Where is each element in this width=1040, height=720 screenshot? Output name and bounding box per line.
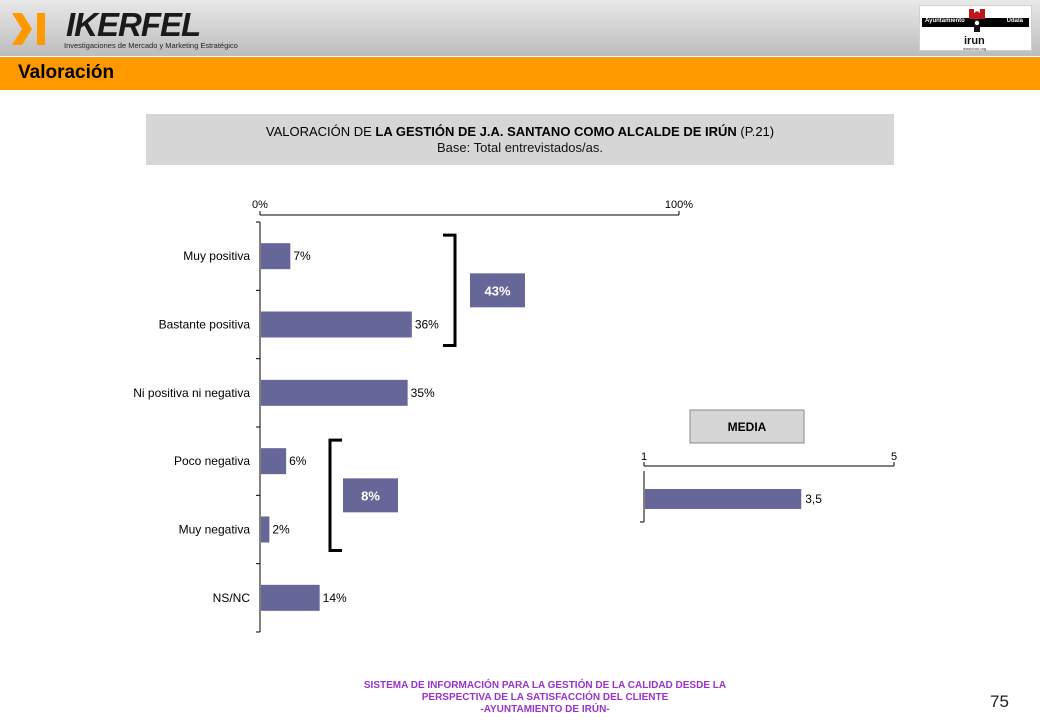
bar-value-label: 14% bbox=[323, 591, 347, 605]
logo-tagline: Investigaciones de Mercado y Marketing E… bbox=[64, 41, 238, 50]
section-title: Valoración bbox=[18, 62, 115, 83]
media-tick-label-max: 5 bbox=[891, 451, 897, 463]
client-bar-right: Udala bbox=[1006, 18, 1023, 24]
chart-title-suffix: (P.21) bbox=[736, 124, 775, 139]
page-number: 75 bbox=[990, 692, 1009, 711]
chevron-logo-icon bbox=[12, 13, 45, 45]
chart-title-bold: LA GESTIÓN DE J.A. SANTANO COMO ALCALDE … bbox=[375, 124, 737, 139]
client-bar-left: Ayuntamiento bbox=[925, 18, 965, 24]
category-label: Muy negativa bbox=[179, 523, 251, 537]
media-bar-value-label: 3,5 bbox=[805, 492, 822, 506]
client-name: irun bbox=[964, 35, 985, 47]
category-label: Bastante positiva bbox=[159, 318, 251, 332]
section-bar: Valoración bbox=[0, 57, 1040, 90]
crest-icon bbox=[969, 9, 985, 32]
chart-title-box: VALORACIÓN DE LA GESTIÓN DE J.A. SANTANO… bbox=[146, 114, 894, 165]
footer-line-1: SISTEMA DE INFORMACIÓN PARA LA GESTIÓN D… bbox=[363, 680, 727, 691]
bar bbox=[261, 584, 320, 611]
bar-value-label: 6% bbox=[289, 454, 307, 468]
logo-wordmark: IKERFEL bbox=[66, 6, 201, 43]
bar bbox=[261, 311, 412, 338]
group-badge-bottom bbox=[343, 478, 398, 513]
category-label: Muy positiva bbox=[183, 249, 250, 263]
bar bbox=[261, 448, 287, 475]
tick-label-0: 0% bbox=[252, 199, 268, 211]
group-badge-label-top: 43% bbox=[484, 283, 510, 298]
chart-title: VALORACIÓN DE LA GESTIÓN DE J.A. SANTANO… bbox=[146, 124, 894, 139]
media-tick-label-min: 1 bbox=[641, 451, 647, 463]
tick-label-100: 100% bbox=[665, 199, 693, 211]
group-bracket-bottom bbox=[328, 438, 342, 552]
footer-line-3: -AYUNTAMIENTO DE IRÚN- bbox=[480, 704, 610, 715]
ikerfel-logo: IKERFEL Investigaciones de Mercado y Mar… bbox=[8, 6, 238, 52]
bar-value-label: 36% bbox=[415, 318, 439, 332]
category-label: Ni positiva ni negativa bbox=[133, 386, 250, 400]
media-bar bbox=[645, 489, 802, 509]
bar-value-label: 2% bbox=[272, 523, 290, 537]
client-url: www.irun.org bbox=[963, 46, 987, 51]
bar-value-label: 7% bbox=[293, 249, 311, 263]
footer: SISTEMA DE INFORMACIÓN PARA LA GESTIÓN D… bbox=[300, 680, 790, 716]
footer-line-2: PERSPECTIVA DE LA SATISFACCIÓN DEL CLIEN… bbox=[421, 692, 669, 703]
bar bbox=[261, 243, 291, 270]
group-badge-top bbox=[470, 273, 525, 308]
media-title: MEDIA bbox=[728, 420, 767, 434]
group-bracket-top bbox=[443, 233, 457, 347]
client-logo: Ayuntamiento Udala irun www.irun.org bbox=[919, 5, 1032, 51]
header: IKERFEL Investigaciones de Mercado y Mar… bbox=[0, 0, 1040, 56]
category-label: NS/NC bbox=[213, 591, 251, 605]
category-label: Poco negativa bbox=[174, 454, 250, 468]
bar bbox=[261, 379, 408, 406]
group-badge-label-bottom: 8% bbox=[361, 488, 380, 503]
chart-title-prefix: VALORACIÓN DE bbox=[265, 124, 376, 139]
media-title-box bbox=[689, 409, 805, 444]
bar bbox=[261, 516, 270, 543]
bar-value-label: 35% bbox=[411, 386, 435, 400]
chart-subtitle: Base: Total entrevistados/as. bbox=[437, 140, 603, 155]
